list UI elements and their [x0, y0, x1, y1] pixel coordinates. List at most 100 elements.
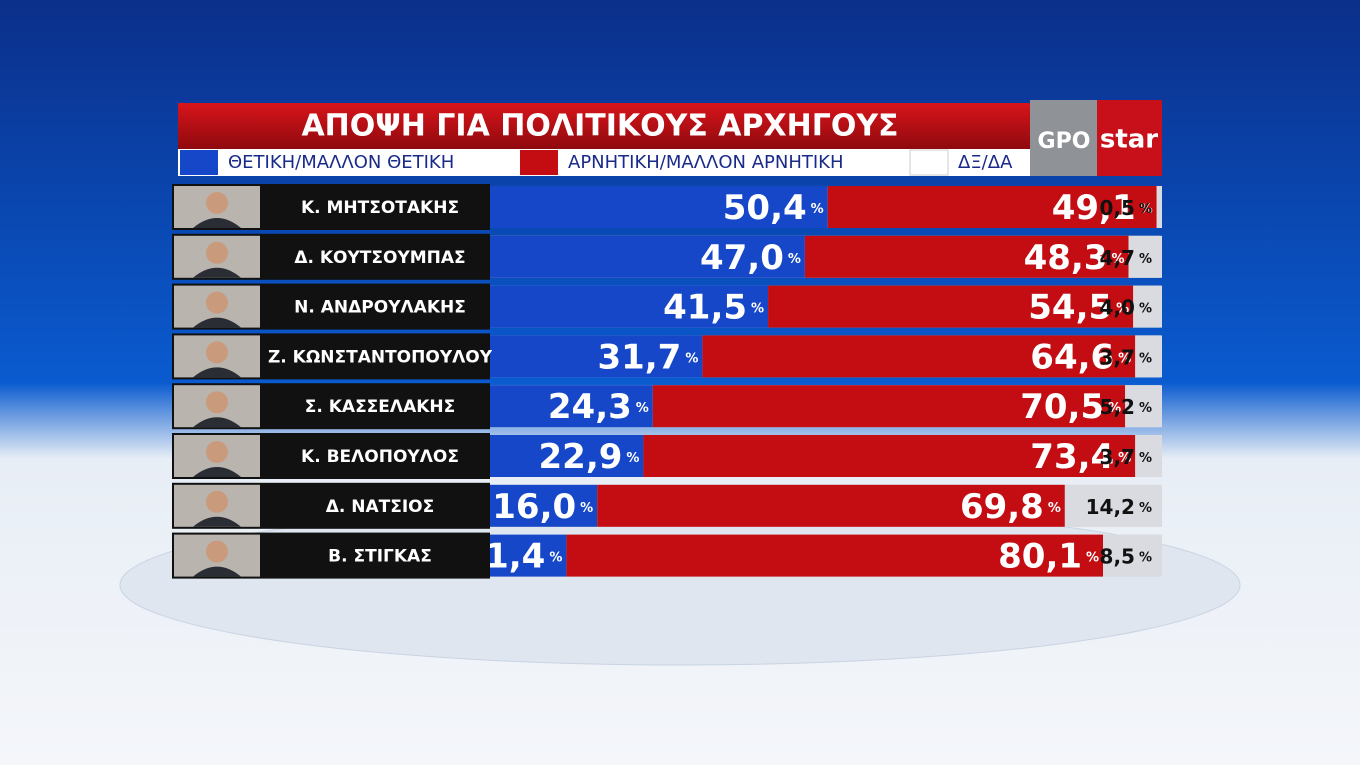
- photo-head: [206, 441, 228, 463]
- bar-segment: [566, 534, 1104, 577]
- bar-segment: [643, 435, 1136, 477]
- floor-disc: [119, 504, 1241, 666]
- bar-segment: [490, 235, 805, 278]
- value-unit: %: [1139, 451, 1152, 466]
- value-unit: %: [580, 500, 593, 515]
- bar-segment: [597, 484, 1065, 527]
- candidate-name: Κ. ΜΗΤΣΟΤΑΚΗΣ: [301, 198, 459, 218]
- value-unit: %: [1118, 451, 1131, 466]
- value-label: 24,3%: [548, 387, 649, 427]
- value-number: 47,0: [700, 237, 784, 277]
- value-label: 70,5%: [1020, 387, 1121, 427]
- photo-body: [193, 566, 241, 577]
- value-number: 70,5: [1020, 387, 1104, 427]
- value-number: 4,7: [1100, 245, 1135, 269]
- photo-head: [206, 241, 228, 264]
- candidate-name: Σ. ΚΑΣΣΕΛΑΚΗΣ: [305, 397, 456, 417]
- value-label: 73,4%: [1030, 437, 1131, 477]
- logo-gpo: GPO: [1038, 129, 1091, 154]
- photo-head: [206, 490, 228, 513]
- value-number: 3,7: [1100, 345, 1135, 369]
- photo-body: [193, 317, 241, 328]
- bar-segment: [652, 385, 1126, 428]
- value-unit: %: [626, 451, 639, 466]
- value-number: 41,5: [663, 287, 747, 327]
- bar-segment: [1128, 235, 1160, 278]
- value-number: 22,9: [539, 437, 623, 477]
- value-number: 31,7: [597, 337, 681, 377]
- value-label: 47,0%: [700, 237, 801, 277]
- legend-bar: [178, 149, 1030, 176]
- legend-label: ΔΞ/ΔΑ: [958, 152, 1013, 173]
- chart-title: ΑΠΟΨΗ ΓΙΑ ΠΟΛΙΤΙΚΟΥΣ ΑΡΧΗΓΟΥΣ: [301, 109, 898, 144]
- title-bar: [178, 103, 1030, 149]
- value-number: 8,5: [1100, 544, 1135, 568]
- value-number: 50,4: [723, 188, 807, 228]
- bar-segment: [827, 186, 1157, 228]
- bar-segment: [1135, 435, 1160, 477]
- value-unit: %: [1111, 251, 1124, 266]
- legend-swatch: [909, 149, 949, 176]
- value-number: 5,2: [1100, 395, 1135, 419]
- bar-segment: [490, 285, 769, 328]
- photo-body: [193, 467, 241, 477]
- value-label: 4,0%: [1100, 295, 1152, 319]
- legend: ΘΕΤΙΚΗ/ΜΑΛΛΟΝ ΘΕΤΙΚΗ ΑΡΝΗΤΙΚΗ/ΜΑΛΛΟΝ ΑΡΝΗ…: [180, 149, 1013, 176]
- bar-segment: [1103, 534, 1160, 577]
- value-label: 14,2%: [1086, 494, 1152, 518]
- value-number: 69,8: [960, 486, 1044, 526]
- bar-segment: [1133, 285, 1160, 328]
- value-label: 3,7%: [1100, 445, 1152, 469]
- value-label: 69,8%: [960, 486, 1061, 526]
- value-label: 54,5%: [1028, 287, 1129, 327]
- value-number: 48,3: [1024, 237, 1108, 277]
- photo-head: [206, 192, 228, 214]
- value-unit: %: [1116, 301, 1129, 316]
- bar-segment: [768, 285, 1134, 328]
- value-unit: %: [1118, 351, 1131, 366]
- value-number: 49,1: [1052, 188, 1136, 228]
- legend-swatch: [180, 150, 218, 175]
- value-label: 49,1%: [1052, 188, 1153, 228]
- candidate-name: Ζ. ΚΩΝΣΤΑΝΤΟΠΟΥΛΟΥ: [268, 347, 493, 367]
- value-label: 8,5%: [1100, 544, 1152, 568]
- value-label: 5,2%: [1100, 395, 1152, 419]
- bar-segment: [490, 186, 828, 228]
- value-label: 48,3%: [1024, 237, 1125, 277]
- photo-head: [206, 540, 228, 563]
- photo-head: [206, 291, 228, 314]
- bar-segment: [490, 435, 644, 477]
- logo-star: star: [1100, 125, 1158, 155]
- value-number: 64,6: [1030, 337, 1114, 377]
- value-label: 31,7%: [597, 337, 698, 377]
- value-label: 80,1%: [998, 536, 1099, 576]
- value-number: 24,3: [548, 387, 632, 427]
- photo-body: [193, 417, 241, 428]
- value-unit: %: [1140, 202, 1153, 217]
- value-label: 64,6%: [1030, 337, 1131, 377]
- bar-segment: [702, 335, 1136, 378]
- photo-body: [193, 267, 241, 278]
- bar-segment: [490, 484, 598, 527]
- candidate-name: Κ. ΒΕΛΟΠΟΥΛΟΣ: [301, 447, 459, 467]
- bar-segment: [490, 534, 567, 577]
- value-number: 4,0: [1100, 295, 1135, 319]
- value-number: 54,5: [1028, 287, 1112, 327]
- candidate-name: Ν. ΑΝΔΡΟΥΛΑΚΗΣ: [294, 298, 466, 318]
- value-label: 3,7%: [1100, 345, 1152, 369]
- logo-star-box: [1097, 100, 1162, 176]
- photo-head: [206, 341, 228, 364]
- value-number: 14,2: [1086, 494, 1135, 518]
- value-unit: %: [1139, 500, 1152, 515]
- bar-segment: [804, 235, 1129, 278]
- value-label: 0,5%: [1100, 196, 1152, 220]
- value-unit: %: [636, 401, 649, 416]
- value-number: 16,0: [492, 486, 576, 526]
- photo-body: [193, 516, 241, 527]
- value-unit: %: [1139, 301, 1152, 316]
- photo-head: [206, 391, 228, 414]
- value-label: 16,0%: [492, 486, 593, 526]
